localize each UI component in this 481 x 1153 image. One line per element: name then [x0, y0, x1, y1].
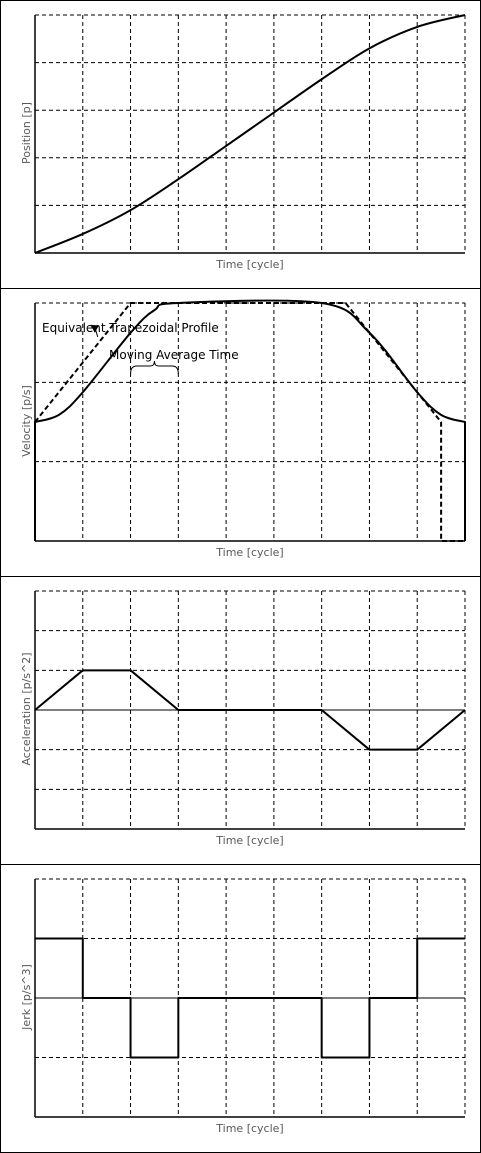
moving-average-brace — [130, 360, 179, 375]
position-y-axis-label: Position [p] — [20, 102, 33, 164]
position-x-axis-label: Time [cycle] — [215, 258, 283, 271]
panel-border-jerk — [0, 864, 481, 1153]
velocity-grid — [34, 302, 466, 542]
moving-average-annotation-label: Moving Average Time — [109, 348, 239, 362]
acceleration-panel: Time [cycle] Acceleration [p/s^2] — [20, 590, 466, 847]
position-panel: Time [cycle] Position [p] — [20, 14, 466, 271]
position-series-solid-line — [34, 14, 466, 254]
acceleration-x-axis-label: Time [cycle] — [215, 834, 283, 847]
velocity-y-axis-label: Velocity [p/s] — [20, 385, 33, 457]
jerk-x-axis-label: Time [cycle] — [215, 1122, 283, 1135]
acceleration-y-axis-label: Acceleration [p/s^2] — [20, 652, 33, 765]
jerk-y-axis-label: Jerk [p/s^3] — [20, 964, 33, 1031]
velocity-x-axis-label: Time [cycle] — [215, 546, 283, 559]
jerk-panel: Time [cycle] Jerk [p/s^3] — [20, 878, 466, 1135]
acceleration-series-solid-line — [34, 669, 466, 751]
position-grid — [34, 14, 466, 254]
velocity-series-dashed-line — [34, 302, 466, 542]
annotation-arrow-head — [90, 324, 99, 333]
panel-border-position — [0, 0, 481, 289]
velocity-panel: Time [cycle] Velocity [p/s] Equivalent T… — [20, 299, 466, 559]
jerk-series-solid-line — [35, 937, 465, 1059]
velocity-series-solid-line — [34, 299, 466, 541]
panel-border-acceleration — [0, 576, 481, 865]
